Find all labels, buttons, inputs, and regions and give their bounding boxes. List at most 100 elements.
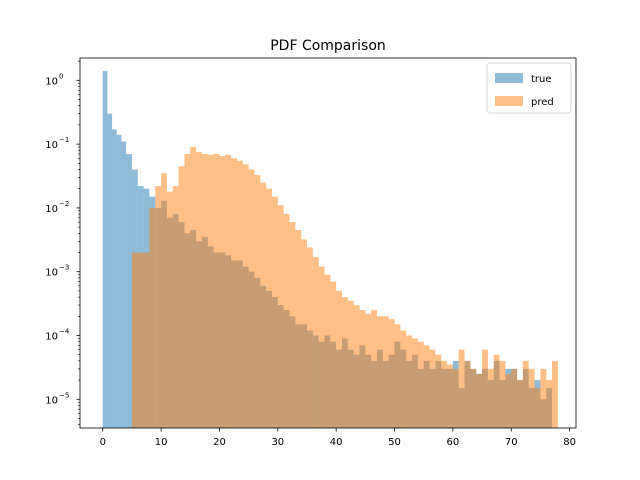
- bar-pred: [417, 341, 424, 428]
- bar-pred: [353, 305, 360, 428]
- bar-pred: [388, 319, 395, 428]
- legend: true pred: [486, 62, 572, 114]
- bar-pred: [493, 354, 500, 428]
- bar-pred: [283, 214, 290, 428]
- bar-true: [126, 154, 132, 428]
- bar-pred: [552, 360, 558, 428]
- bar-pred: [482, 349, 488, 428]
- x-tick-label: 10: [155, 437, 168, 448]
- y-tick-label: 10: [45, 268, 58, 279]
- bars-layer: [102, 71, 558, 428]
- bar-pred: [476, 373, 483, 428]
- bar-pred: [184, 154, 191, 428]
- bar-true: [107, 113, 113, 428]
- bar-pred: [470, 368, 477, 428]
- x-tick-label: 20: [213, 437, 226, 448]
- y-tick-exponent: −2: [59, 200, 69, 208]
- plot-frame: [79, 57, 577, 429]
- bar-pred: [522, 360, 529, 428]
- bar-pred: [166, 191, 173, 428]
- bar-pred: [260, 182, 267, 428]
- y-tick-label: 10: [45, 395, 58, 406]
- bar-pred: [277, 205, 284, 428]
- bar-pred: [336, 290, 343, 428]
- bar-pred: [242, 164, 249, 428]
- x-tick-label: 50: [388, 437, 401, 448]
- legend-swatch-true: [495, 73, 523, 83]
- bar-pred: [225, 154, 232, 428]
- bar-pred: [452, 368, 459, 428]
- bar-pred: [324, 274, 331, 428]
- bar-pred: [528, 368, 535, 428]
- bar-pred: [517, 380, 523, 428]
- bar-pred: [295, 230, 302, 428]
- bar-pred: [312, 257, 319, 428]
- bar-pred: [406, 335, 413, 428]
- bar-true: [116, 134, 122, 428]
- bar-pred: [306, 247, 313, 428]
- x-tick-label: 0: [100, 437, 106, 448]
- bar-pred: [161, 173, 167, 428]
- x-tick-label: 60: [447, 437, 460, 448]
- bar-pred: [534, 388, 541, 428]
- legend-swatch-pred: [495, 96, 523, 106]
- bar-pred: [190, 147, 197, 428]
- x-tick-label: 40: [330, 437, 343, 448]
- bar-pred: [394, 324, 401, 428]
- bar-pred: [266, 188, 272, 428]
- series-pred: [131, 147, 558, 428]
- bar-pred: [219, 156, 226, 428]
- bar-pred: [487, 368, 494, 428]
- bar-pred: [458, 349, 465, 428]
- y-tick-exponent: −1: [59, 136, 69, 144]
- bar-pred: [155, 186, 162, 428]
- bar-pred: [382, 316, 389, 428]
- bar-pred: [301, 239, 307, 428]
- bar-pred: [248, 169, 255, 428]
- bar-pred: [511, 368, 518, 428]
- bar-pred: [365, 313, 372, 428]
- bar-pred: [236, 160, 243, 428]
- bar-pred: [540, 368, 547, 428]
- bar-pred: [149, 207, 156, 428]
- bar-pred: [131, 252, 138, 428]
- bar-pred: [172, 186, 179, 428]
- bar-pred: [342, 297, 348, 428]
- bar-pred: [464, 360, 471, 428]
- bar-pred: [213, 154, 220, 428]
- y-tick-label: 10: [45, 204, 58, 215]
- bar-pred: [377, 316, 383, 428]
- bar-pred: [289, 222, 296, 428]
- legend-label-true: true: [531, 74, 552, 85]
- bar-pred: [254, 174, 261, 428]
- x-tick-label: 80: [563, 437, 576, 448]
- bar-pred: [546, 380, 553, 428]
- bar-pred: [371, 310, 378, 428]
- bar-pred: [400, 330, 407, 428]
- bar-pred: [505, 373, 512, 428]
- bar-pred: [207, 154, 214, 428]
- bar-pred: [196, 152, 202, 428]
- bar-pred: [447, 364, 453, 428]
- y-tick-exponent: 0: [59, 72, 63, 80]
- x-tick-label: 70: [505, 437, 518, 448]
- bar-pred: [412, 338, 418, 428]
- bar-pred: [201, 154, 208, 428]
- y-tick-label: 10: [45, 140, 58, 151]
- bar-pred: [435, 354, 442, 428]
- bar-pred: [423, 345, 430, 428]
- bar-pred: [271, 196, 278, 428]
- x-axis-ticks: 0 10 20 30 40 50 60 70 80: [100, 428, 576, 448]
- bar-pred: [143, 252, 150, 428]
- bar-true: [112, 129, 117, 428]
- y-tick-label: 10: [45, 332, 58, 343]
- bar-pred: [359, 310, 366, 428]
- bar-pred: [330, 281, 337, 428]
- bar-pred: [231, 158, 237, 428]
- bar-true: [121, 141, 127, 428]
- y-tick-exponent: −5: [59, 391, 69, 399]
- bar-pred: [441, 360, 448, 428]
- y-tick-exponent: −4: [59, 328, 70, 336]
